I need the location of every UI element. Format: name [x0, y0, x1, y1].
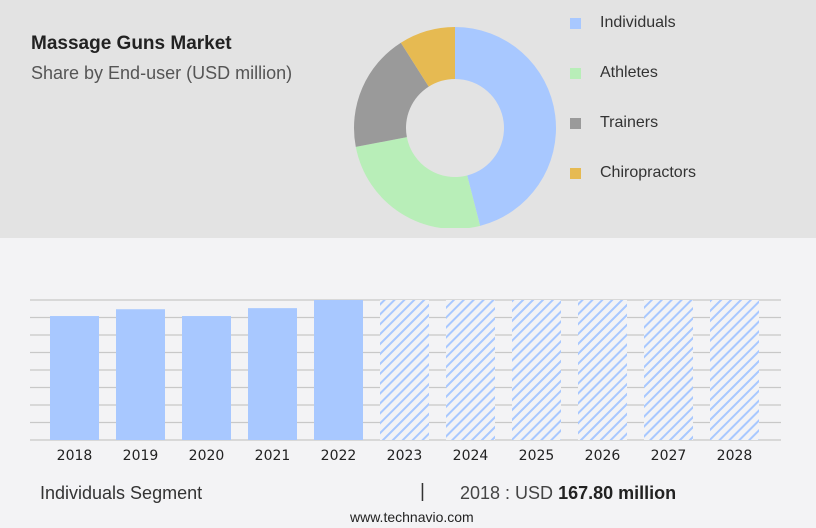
x-tick-label: 2024	[453, 448, 489, 464]
bar-2024	[446, 300, 495, 440]
footer-segment: Individuals Segment	[40, 483, 203, 503]
bar-2028	[710, 300, 759, 440]
legend-item-trainers: Trainers	[570, 114, 658, 132]
bar-2025	[512, 300, 561, 440]
x-tick-label: 2021	[255, 448, 291, 464]
legend-label: Trainers	[600, 114, 659, 131]
footer-year: 2018 : USD	[460, 483, 559, 503]
donut-slice-trainers	[354, 43, 429, 147]
donut-slice-athletes	[356, 137, 480, 229]
bar-2020	[182, 316, 231, 440]
bar-2022	[314, 300, 363, 440]
legend-item-athletes: Athletes	[570, 64, 658, 82]
bar-2023	[380, 300, 429, 440]
site-url[interactable]: www.technavio.com	[350, 509, 474, 525]
chart-title: Massage Guns Market	[31, 33, 232, 54]
x-tick-label: 2022	[321, 448, 357, 464]
legend-swatch	[570, 67, 581, 79]
legend-label: Athletes	[600, 64, 658, 81]
bar-2027	[644, 300, 693, 440]
legend-swatch	[570, 167, 581, 179]
x-tick-label: 2026	[585, 448, 621, 464]
donut-slice-individuals	[455, 27, 556, 226]
x-tick-label: 2023	[387, 448, 423, 464]
x-tick-label: 2027	[651, 448, 687, 464]
bar-chart: 2018 2019 2020 2021 2022 2023 2024 2025 2026 2027…	[30, 299, 781, 464]
footer-separator: |	[420, 481, 425, 502]
x-tick-label: 2020	[189, 448, 225, 464]
bar-2018	[50, 316, 99, 440]
legend-swatch	[570, 117, 581, 129]
chart-subtitle: Share by End-user (USD million)	[31, 63, 293, 83]
x-tick-label: 2025	[519, 448, 555, 464]
footer-value: 2018 : USD 167.80 million	[460, 483, 676, 504]
legend-item-individuals: Individuals	[570, 14, 676, 32]
legend-item-chiropractors: Chiropractors	[570, 164, 696, 182]
bar-2026	[578, 300, 627, 440]
donut-chart	[0, 0, 816, 238]
bar-2021	[248, 308, 297, 440]
x-tick-label: 2019	[123, 448, 159, 464]
x-tick-label: 2018	[57, 448, 93, 464]
legend-label: Chiropractors	[600, 164, 697, 181]
x-tick-label: 2028	[717, 448, 753, 464]
donut-slice-chiropractors	[401, 27, 455, 87]
footer-amount: 167.80 million	[558, 483, 677, 503]
legend-swatch	[570, 17, 581, 29]
bar-2019	[116, 309, 165, 440]
legend-label: Individuals	[600, 14, 676, 31]
